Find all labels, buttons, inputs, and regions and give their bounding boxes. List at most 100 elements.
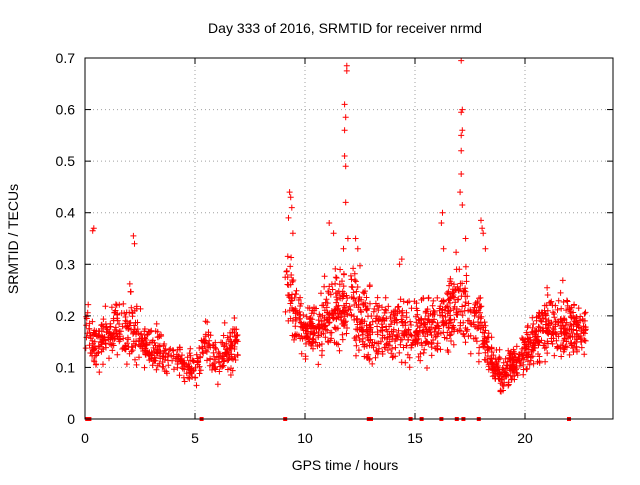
data-point xyxy=(322,326,329,333)
data-point xyxy=(403,309,410,316)
data-point xyxy=(472,300,479,306)
data-point xyxy=(504,358,511,365)
data-point xyxy=(436,305,443,312)
data-point xyxy=(348,276,355,283)
data-point xyxy=(286,189,293,196)
data-point xyxy=(507,361,514,368)
data-point xyxy=(447,300,453,306)
data-point xyxy=(330,230,337,237)
data-point xyxy=(386,342,393,349)
data-point xyxy=(433,345,440,352)
data-point xyxy=(327,329,334,336)
data-point xyxy=(131,328,138,335)
data-point xyxy=(397,296,404,303)
data-point xyxy=(578,344,585,351)
data-point xyxy=(122,346,129,353)
data-point xyxy=(295,332,302,339)
data-point xyxy=(524,324,531,331)
data-point xyxy=(523,349,530,356)
data-point xyxy=(305,328,312,335)
data-point xyxy=(287,300,294,307)
data-point xyxy=(286,307,293,314)
data-point xyxy=(207,344,214,351)
x-tick-label: 20 xyxy=(517,430,533,446)
data-point xyxy=(110,317,117,324)
data-point xyxy=(143,337,150,343)
data-point xyxy=(184,354,191,361)
axis-ticks xyxy=(84,57,613,420)
data-point xyxy=(372,318,379,325)
data-point xyxy=(383,315,390,322)
data-point xyxy=(548,319,555,326)
data-point xyxy=(350,295,357,301)
data-point xyxy=(417,357,424,364)
data-point xyxy=(458,171,465,177)
data-point xyxy=(322,299,329,306)
data-point xyxy=(293,287,300,294)
data-point xyxy=(422,323,429,330)
data-point xyxy=(221,319,228,326)
data-point xyxy=(393,331,400,338)
data-point xyxy=(480,230,487,237)
data-point xyxy=(121,345,128,352)
data-point xyxy=(428,352,435,359)
data-point xyxy=(220,332,227,339)
data-point xyxy=(114,333,121,340)
data-point xyxy=(227,329,233,336)
data-point xyxy=(525,344,532,350)
data-point xyxy=(393,316,400,323)
data-point xyxy=(344,295,351,302)
data-point xyxy=(473,338,480,345)
data-point xyxy=(477,303,484,310)
data-point xyxy=(462,299,469,306)
data-point xyxy=(476,344,483,351)
data-point xyxy=(476,295,482,302)
data-point xyxy=(563,307,570,314)
data-point xyxy=(90,340,96,347)
data-point xyxy=(220,362,227,369)
data-point xyxy=(561,316,568,323)
data-point xyxy=(420,295,427,302)
data-point xyxy=(296,311,302,318)
data-point xyxy=(373,347,380,354)
data-point xyxy=(458,109,465,116)
data-point xyxy=(557,345,564,352)
data-point xyxy=(420,349,427,356)
data-point xyxy=(570,349,577,355)
data-point xyxy=(333,303,340,310)
data-point xyxy=(484,353,491,359)
data-point xyxy=(92,345,99,352)
data-point xyxy=(438,298,445,305)
data-point xyxy=(302,353,309,360)
data-point xyxy=(326,314,333,321)
data-point xyxy=(574,321,581,328)
x-tick-label: 15 xyxy=(407,430,423,446)
data-point xyxy=(552,323,559,330)
data-point xyxy=(291,336,297,343)
data-point xyxy=(419,342,425,349)
data-point xyxy=(379,348,386,355)
data-point xyxy=(184,363,191,370)
data-point xyxy=(355,347,362,354)
data-point xyxy=(106,341,113,347)
data-point xyxy=(563,330,570,337)
data-point xyxy=(434,319,441,326)
data-point xyxy=(212,356,219,363)
data-point xyxy=(150,358,157,365)
data-point xyxy=(106,355,112,362)
data-point xyxy=(352,235,359,242)
data-point xyxy=(227,345,234,352)
data-point xyxy=(339,336,346,343)
data-point xyxy=(212,363,219,370)
data-point xyxy=(539,327,546,334)
data-point xyxy=(343,67,350,74)
data-point xyxy=(323,304,330,311)
data-point xyxy=(451,303,458,310)
data-point xyxy=(482,245,489,252)
data-point xyxy=(519,352,526,359)
data-point xyxy=(527,357,534,364)
data-point xyxy=(136,354,142,361)
y-tick-labels: 0 0.1 0.2 0.3 0.4 0.5 0.6 0.7 xyxy=(56,50,76,427)
data-point xyxy=(566,351,573,358)
